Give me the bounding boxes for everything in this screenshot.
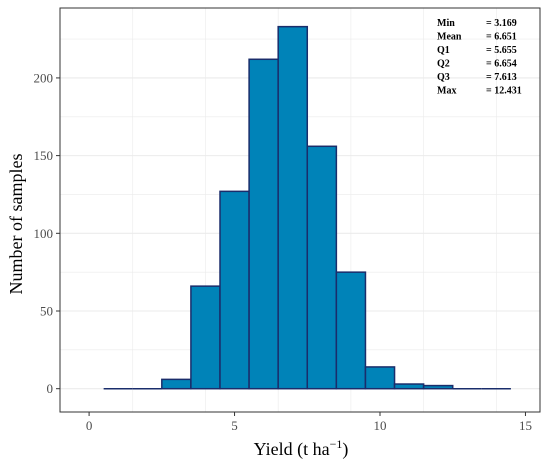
plot-panel-border [59,7,541,413]
x-axis-title-close: ) [342,439,348,460]
x-axis-title-main: Yield (t ha [254,439,330,460]
y-tick-label: 150 [34,148,54,163]
histogram-bars [103,25,511,390]
histogram-bar [190,285,221,390]
stat-value: = 5.655 [486,45,517,56]
summary-statistics: Min = 3.169 Mean = 6.651 Q1 = 5.655 Q2 = 6.654 Q… [437,18,522,97]
stat-label: Max [437,86,456,97]
histogram-bar [422,384,454,390]
stat-label: Mean [437,32,462,43]
histogram-bar [277,25,309,390]
histogram-bar [306,145,338,390]
histogram-bar [364,366,396,390]
histogram-bar [248,58,279,390]
x-tick-label: 5 [231,418,238,433]
stat-value: = 6.654 [486,59,517,70]
x-tick-label: 10 [374,418,387,433]
y-axis-ticks: 0 50 100 150 200 [34,70,60,396]
stat-value: = 3.169 [486,18,517,29]
stat-value: = 7.613 [486,72,517,83]
x-tick-label: 0 [86,418,93,433]
y-tick-label: 200 [34,70,54,85]
stat-label: Q2 [437,59,450,70]
x-axis-ticks: 0 5 10 15 [86,412,532,433]
x-axis-title: Yield (t ha−1) [254,437,349,460]
stat-label: Q1 [437,45,450,56]
histogram-bar [393,383,425,390]
y-tick-label: 50 [40,304,53,319]
y-tick-label: 100 [34,226,54,241]
stat-label: Q3 [437,72,450,83]
histogram-bar [335,271,367,390]
y-tick-label: 0 [47,381,54,396]
stat-value: = 6.651 [486,32,517,43]
x-tick-label: 15 [519,418,532,433]
x-axis-title-superscript: −1 [330,437,343,451]
y-axis-title: Number of samples [6,154,26,295]
stat-value: = 12.431 [486,86,522,97]
histogram-bar [219,190,250,390]
histogram-bar [161,378,192,390]
stat-label: Min [437,18,455,29]
